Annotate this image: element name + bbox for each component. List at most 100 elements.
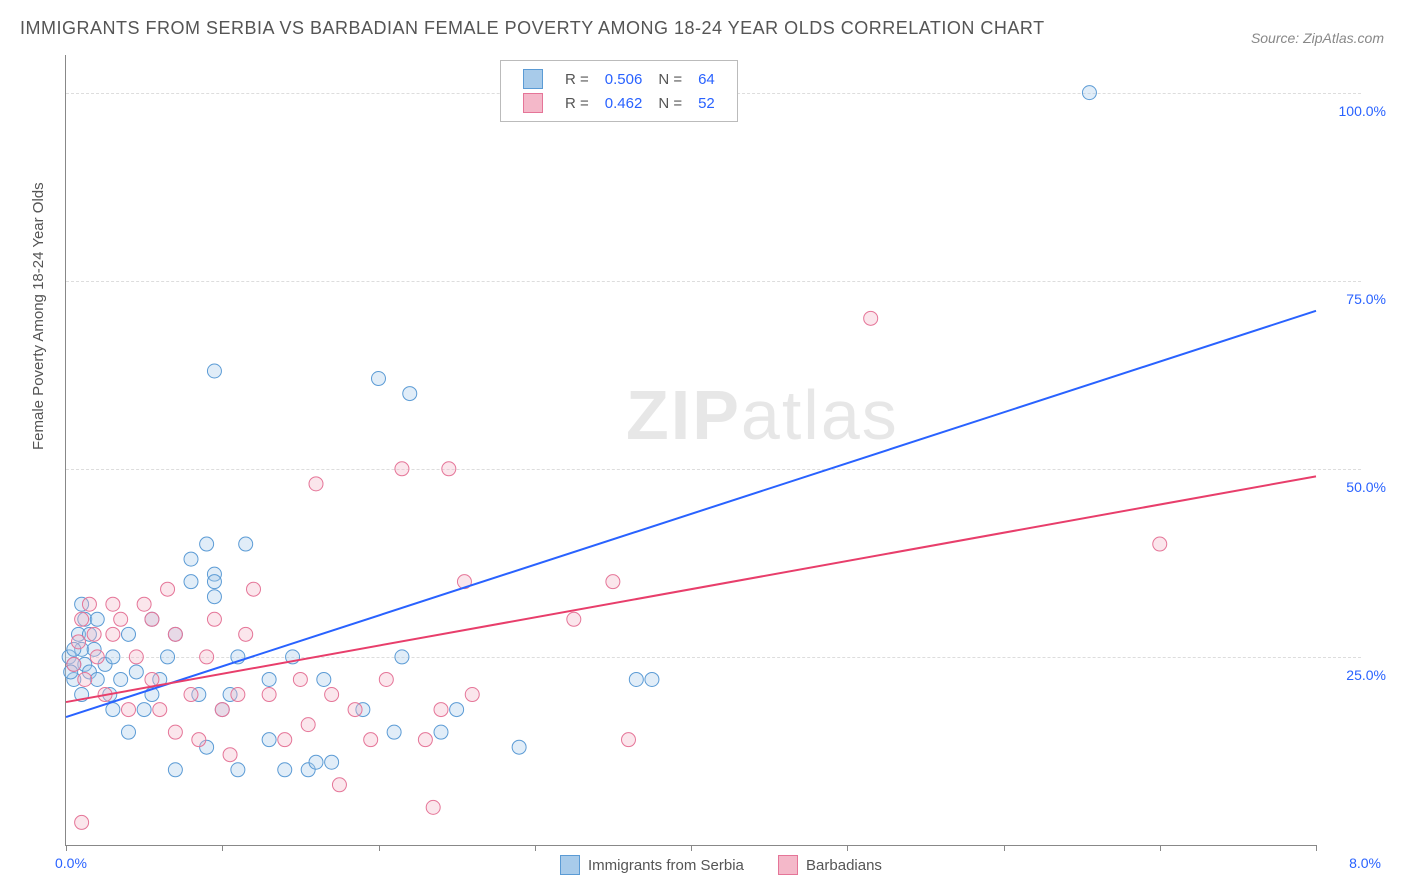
data-point: [434, 703, 448, 717]
x-tick: [1160, 845, 1161, 851]
data-point: [90, 672, 104, 686]
data-point: [317, 672, 331, 686]
data-point: [629, 672, 643, 686]
data-point: [1153, 537, 1167, 551]
data-point: [192, 733, 206, 747]
data-point: [223, 748, 237, 762]
swatch-barbadians-bottom: [778, 855, 798, 875]
data-point: [87, 627, 101, 641]
data-point: [184, 688, 198, 702]
x-tick: [1004, 845, 1005, 851]
data-point: [434, 725, 448, 739]
data-point: [395, 650, 409, 664]
data-point: [426, 800, 440, 814]
data-point: [122, 627, 136, 641]
data-point: [450, 703, 464, 717]
data-point: [864, 311, 878, 325]
data-point: [332, 778, 346, 792]
legend-label-barbadians: Barbadians: [806, 857, 882, 874]
data-point: [67, 657, 81, 671]
legend-label-serbia: Immigrants from Serbia: [588, 857, 744, 874]
data-point: [622, 733, 636, 747]
data-point: [325, 755, 339, 769]
data-point: [122, 703, 136, 717]
data-point: [262, 733, 276, 747]
data-point: [231, 763, 245, 777]
data-point: [372, 372, 386, 386]
data-point: [145, 612, 159, 626]
data-point: [215, 703, 229, 717]
data-point: [645, 672, 659, 686]
data-point: [395, 462, 409, 476]
data-point: [293, 672, 307, 686]
y-tick-label: 50.0%: [1346, 479, 1386, 495]
swatch-serbia-bottom: [560, 855, 580, 875]
x-tick: [379, 845, 380, 851]
x-tick: [1316, 845, 1317, 851]
data-point: [114, 672, 128, 686]
swatch-barbadians: [523, 93, 543, 113]
x-tick: [691, 845, 692, 851]
x-tick: [535, 845, 536, 851]
data-point: [301, 718, 315, 732]
data-point: [75, 815, 89, 829]
scatter-plot: ZIPatlas 25.0%50.0%75.0%100.0%: [65, 55, 1316, 846]
series-legend: Immigrants from Serbia Barbadians: [560, 855, 912, 875]
data-point: [418, 733, 432, 747]
data-point: [122, 725, 136, 739]
data-point: [348, 703, 362, 717]
data-point: [161, 650, 175, 664]
x-axis-min-label: 0.0%: [55, 855, 87, 871]
data-point: [247, 582, 261, 596]
y-tick-label: 75.0%: [1346, 291, 1386, 307]
data-point: [82, 597, 96, 611]
chart-title: IMMIGRANTS FROM SERBIA VS BARBADIAN FEMA…: [20, 18, 1045, 39]
data-point: [278, 733, 292, 747]
plot-svg: [66, 55, 1316, 845]
data-point: [90, 650, 104, 664]
data-point: [606, 575, 620, 589]
swatch-serbia: [523, 69, 543, 89]
data-point: [184, 575, 198, 589]
x-tick: [66, 845, 67, 851]
data-point: [106, 703, 120, 717]
data-point: [442, 462, 456, 476]
data-point: [239, 537, 253, 551]
data-point: [512, 740, 526, 754]
data-point: [278, 763, 292, 777]
data-point: [161, 582, 175, 596]
x-axis-max-label: 8.0%: [1349, 855, 1381, 871]
data-point: [114, 612, 128, 626]
data-point: [207, 590, 221, 604]
data-point: [153, 703, 167, 717]
data-point: [387, 725, 401, 739]
data-point: [379, 672, 393, 686]
data-point: [309, 477, 323, 491]
correlation-legend: R =0.506 N =64 R =0.462 N =52: [500, 60, 738, 122]
data-point: [262, 672, 276, 686]
data-point: [90, 612, 104, 626]
data-point: [78, 672, 92, 686]
y-axis-title: Female Poverty Among 18-24 Year Olds: [30, 182, 47, 450]
data-point: [231, 688, 245, 702]
data-point: [309, 755, 323, 769]
data-point: [364, 733, 378, 747]
data-point: [403, 387, 417, 401]
x-tick: [847, 845, 848, 851]
data-point: [207, 364, 221, 378]
data-point: [325, 688, 339, 702]
data-point: [1082, 86, 1096, 100]
data-point: [129, 650, 143, 664]
data-point: [72, 635, 86, 649]
data-point: [200, 650, 214, 664]
data-point: [567, 612, 581, 626]
data-point: [137, 597, 151, 611]
source-label: Source: ZipAtlas.com: [1251, 30, 1384, 46]
trend-line: [66, 311, 1316, 717]
data-point: [168, 627, 182, 641]
x-tick: [222, 845, 223, 851]
y-tick-label: 25.0%: [1346, 667, 1386, 683]
data-point: [465, 688, 479, 702]
data-point: [106, 597, 120, 611]
data-point: [106, 650, 120, 664]
